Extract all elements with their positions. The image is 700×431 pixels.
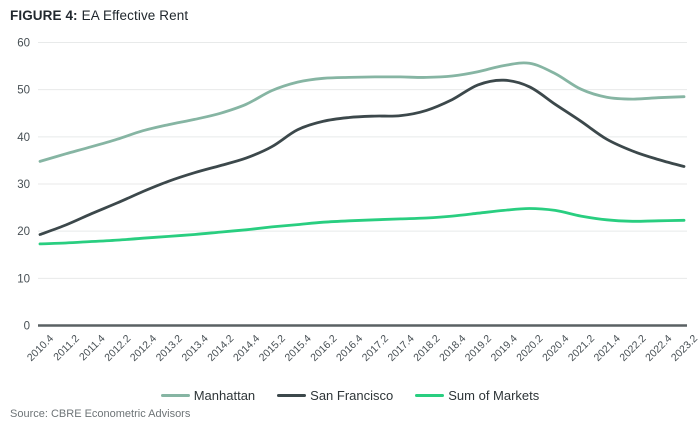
x-axis-tick-label: 2022.4 [643, 333, 674, 364]
legend-label: San Francisco [310, 388, 394, 403]
legend-line-swatch [415, 393, 445, 398]
legend-item-manhattan: Manhattan [160, 388, 256, 403]
figure-number-label: FIGURE 4: [10, 8, 78, 23]
y-axis-tick-label: 30 [17, 179, 30, 191]
x-axis-tick-label: 2010.4 [25, 333, 56, 364]
x-axis-tick-label: 2021.4 [592, 333, 623, 364]
x-axis-tick-label: 2020.2 [514, 333, 545, 364]
y-axis-tick-label: 50 [17, 85, 30, 97]
legend: Manhattan San Francisco Sum of Markets [0, 388, 700, 403]
x-axis-tick-label: 2013.2 [154, 333, 185, 364]
figure-title-text: EA Effective Rent [81, 8, 189, 23]
x-axis-tick-label: 2013.4 [180, 333, 211, 364]
x-axis-tick-label: 2014.2 [205, 333, 236, 364]
x-axis-tick-label: 2012.2 [102, 333, 133, 364]
x-axis-tick-label: 2023.2 [669, 333, 700, 364]
legend-label: Sum of Markets [448, 388, 540, 403]
legend-line-swatch [277, 393, 307, 398]
y-axis-tick-label: 60 [17, 38, 30, 50]
legend-line-swatch [160, 393, 190, 398]
y-axis-tick-label: 40 [17, 132, 30, 144]
y-axis-tick-label: 10 [17, 273, 30, 285]
series-line-san-francisco [38, 78, 686, 236]
figure-title: FIGURE 4: EA Effective Rent [10, 8, 188, 23]
x-axis-tick-label: 2016.4 [334, 333, 365, 364]
source-note: Source: CBRE Econometric Advisors [10, 408, 191, 420]
series-line-sum-of-markets [38, 207, 686, 246]
x-axis-tick-label: 2015.2 [257, 333, 288, 364]
x-axis-tick-label: 2014.4 [231, 333, 262, 364]
x-axis-tick-label: 2011.2 [51, 333, 82, 364]
legend-item-sum-of-markets: Sum of Markets [415, 388, 539, 403]
x-axis-tick-label: 2020.4 [540, 333, 571, 364]
x-axis-tick-label: 2016.2 [308, 333, 339, 364]
legend-item-san-francisco: San Francisco [277, 388, 393, 403]
y-axis-tick-label: 20 [17, 226, 30, 238]
x-axis-tick-label: 2019.4 [489, 333, 520, 364]
x-axis-tick-label: 2012.4 [128, 333, 159, 364]
x-axis-tick-label: 2022.2 [617, 333, 648, 364]
x-axis-tick-label: 2017.2 [360, 333, 391, 364]
x-axis-tick-label: 2015.4 [283, 333, 314, 364]
x-axis-tick-label: 2017.4 [386, 333, 417, 364]
y-axis-tick-label: 0 [24, 321, 30, 333]
legend-label: Manhattan [193, 388, 256, 403]
x-axis-tick-label: 2018.2 [411, 333, 442, 364]
x-axis-tick-label: 2011.4 [77, 333, 108, 364]
x-axis-tick-label: 2019.2 [463, 333, 494, 364]
series-line-manhattan [38, 61, 686, 163]
x-axis-tick-label: 2018.4 [437, 333, 468, 364]
x-axis-tick-label: 2021.2 [566, 333, 597, 364]
